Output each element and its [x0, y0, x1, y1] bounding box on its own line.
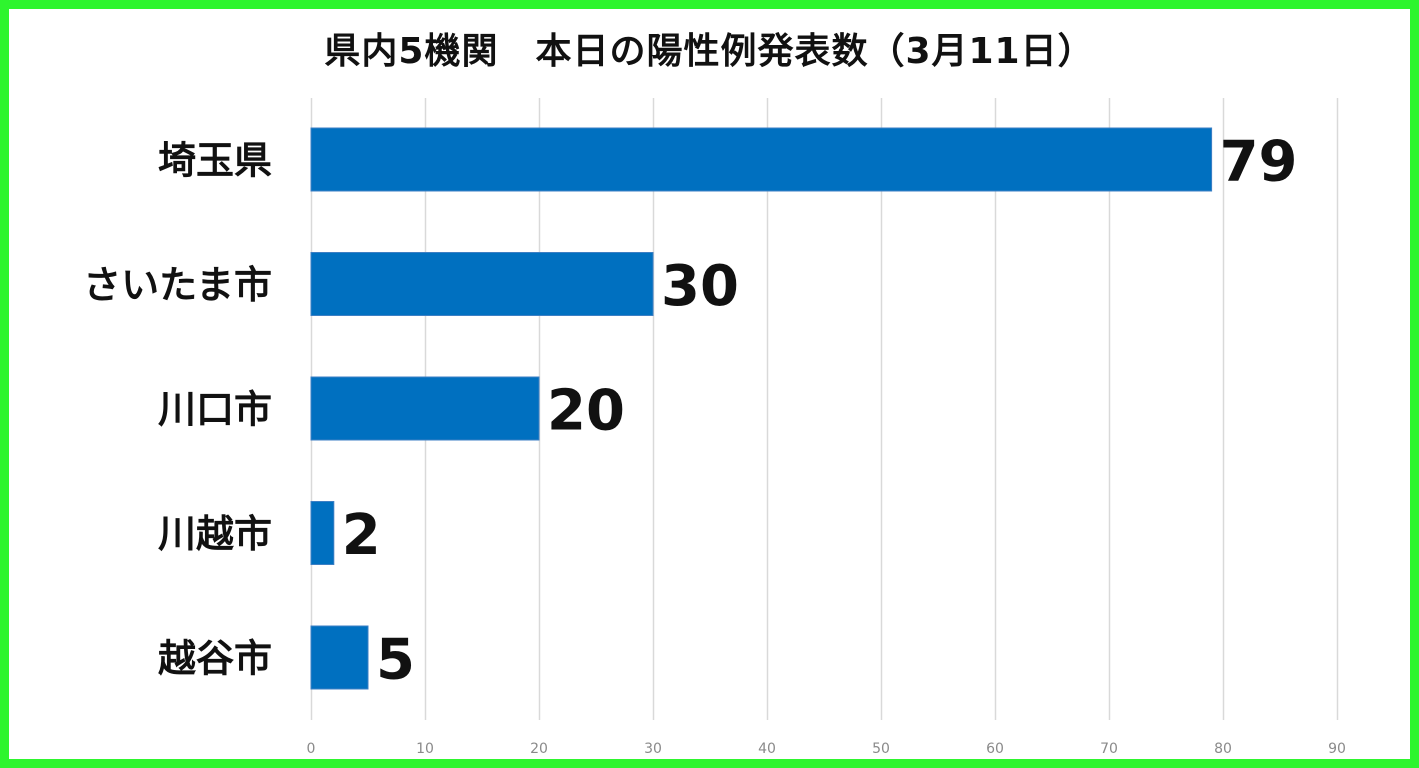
- x-tick-label: 80: [1214, 741, 1232, 757]
- bar: [310, 501, 335, 565]
- x-tick-label: 50: [872, 741, 890, 757]
- bars: [310, 127, 1213, 690]
- bar: [310, 127, 1213, 192]
- x-tick-label: 0: [307, 741, 316, 757]
- x-tick-label: 30: [644, 741, 662, 757]
- data-label: 2: [342, 503, 381, 568]
- category-label: 越谷市: [158, 637, 272, 681]
- data-label: 5: [376, 628, 415, 693]
- category-label: 埼玉県: [158, 139, 272, 183]
- x-tick-label: 40: [758, 741, 776, 757]
- x-tick-label: 70: [1100, 741, 1118, 757]
- x-tick-label: 60: [986, 741, 1004, 757]
- bar: [310, 625, 369, 690]
- labels: 0 10 20 30 40 50 60 70 80 90 埼玉県 79 さいたま市 30 川口市 20 川越市 2…: [83, 130, 1346, 758]
- x-tick-label: 90: [1328, 741, 1346, 757]
- chart-title: 県内5機関 本日の陽性例発表数（3月11日）: [324, 31, 1095, 72]
- category-label: 川口市: [158, 388, 272, 432]
- data-label: 79: [1220, 130, 1298, 195]
- x-tick-label: 20: [530, 741, 548, 757]
- data-label: 30: [661, 254, 739, 319]
- bar: [310, 376, 540, 441]
- x-tick-label: 10: [416, 741, 434, 757]
- category-label: さいたま市: [83, 263, 272, 307]
- data-label: 20: [547, 379, 625, 444]
- bar: [310, 252, 654, 316]
- category-label: 川越市: [158, 512, 272, 556]
